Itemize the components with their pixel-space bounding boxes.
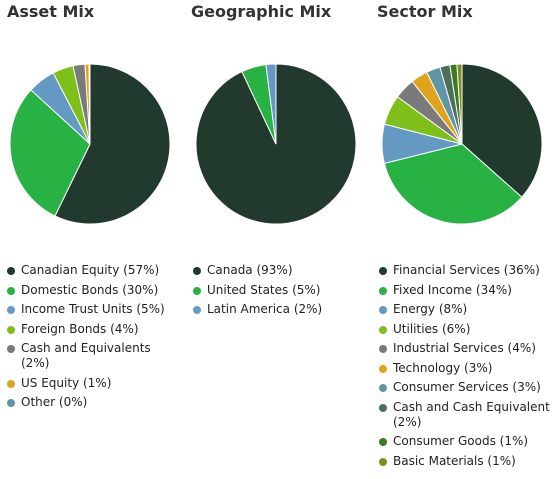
legend-label: Fixed Income (34%) [393,282,512,297]
legend-item: United States (5%) [193,283,363,298]
legend-swatch [379,364,387,373]
legend-label: Latin America (2%) [207,302,323,316]
legend-swatch [193,267,201,275]
legend-label: Industrial Services (4%) [393,341,536,355]
legend-swatch [7,306,15,314]
legend-swatch [193,306,201,314]
asset-mix-legend: Canadian Equity (57%) Domestic Bonds (30%… [7,263,177,415]
legend-item: Canada (93%) [193,263,363,278]
legend-swatch [7,325,15,334]
chart-title: Sector Mix [377,2,473,21]
pie-slice [456,63,463,145]
legend-item: US Equity (1%) [7,376,177,391]
pie-slice [461,63,543,198]
legend-swatch [379,325,387,334]
legend-swatch [379,438,387,446]
legend-label: Energy (8%) [393,302,468,316]
legend-label: Consumer Goods (1%) [393,434,529,448]
legend-swatch [7,286,15,295]
pie-slice [9,89,91,217]
legend-item: Domestic Bonds (30%) [7,283,177,298]
legend-item: Cash and Equivalents (2%) [7,341,177,371]
legend-item: Basic Materials (1%) [379,454,556,469]
legend-item: Latin America (2%) [193,302,363,317]
legend-swatch [379,306,387,314]
legend-item: Energy (8%) [379,302,556,317]
sector-mix-pie [381,63,543,225]
legend-item: Foreign Bonds (4%) [7,322,177,337]
legend-swatch [379,403,387,412]
legend-swatch [7,345,15,353]
legend-swatch [379,286,387,295]
sector-mix-panel: Sector Mix Financial Services (36%) Fixed… [372,0,556,479]
legend-swatch [379,384,387,392]
legend-label: Foreign Bonds (4%) [21,321,139,336]
legend-label: United States (5%) [207,282,321,297]
legend-item: Other (0%) [7,395,177,410]
pie-slice [54,63,171,225]
legend-swatch [379,267,387,275]
legend-label: US Equity (1%) [21,375,112,390]
legend-swatch [7,399,15,407]
legend-item: Utilities (6%) [379,322,556,337]
legend-swatch [193,286,201,295]
asset-mix-panel: Asset Mix Canadian Equity (57%) Domestic … [0,0,180,479]
legend-label: Utilities (6%) [393,321,471,336]
legend-swatch [7,379,15,388]
legend-label: Domestic Bonds (30%) [21,282,159,297]
pie-slice [88,63,91,145]
legend-item: Income Trust Units (5%) [7,302,177,317]
geographic-mix-panel: Geographic Mix Canada (93%) United States… [186,0,366,479]
legend-label: Cash and Equivalents (2%) [21,341,151,370]
legend-label: Financial Services (36%) [393,263,540,277]
legend-label: Cash and Cash Equivalent (2%) [393,399,550,429]
legend-label: Canada (93%) [207,263,293,277]
pie-slice [195,63,357,225]
legend-item: Fixed Income (34%) [379,283,556,298]
chart-title: Asset Mix [7,2,95,21]
legend-label: Consumer Services (3%) [393,380,541,394]
legend-item: Consumer Services (3%) [379,380,556,395]
chart-title: Geographic Mix [191,2,332,21]
legend-item: Technology (3%) [379,361,556,376]
asset-mix-pie [9,63,171,225]
legend-swatch [379,457,387,466]
geographic-mix-pie [195,63,357,225]
legend-label: Other (0%) [21,395,88,409]
legend-item: Consumer Goods (1%) [379,434,556,449]
legend-item: Canadian Equity (57%) [7,263,177,278]
pie-slice [265,63,277,145]
sector-mix-legend: Financial Services (36%) Fixed Income (34… [379,263,556,473]
legend-label: Technology (3%) [393,360,493,375]
legend-item: Industrial Services (4%) [379,341,556,356]
legend-swatch [7,267,15,275]
legend-label: Canadian Equity (57%) [21,263,160,277]
geographic-mix-legend: Canada (93%) United States (5%) Latin Amer… [193,263,363,322]
legend-label: Basic Materials (1%) [393,453,516,468]
pie-slice [383,143,523,225]
legend-label: Income Trust Units (5%) [21,302,165,316]
legend-swatch [379,345,387,353]
legend-item: Cash and Cash Equivalent (2%) [379,400,556,430]
legend-item: Financial Services (36%) [379,263,556,278]
